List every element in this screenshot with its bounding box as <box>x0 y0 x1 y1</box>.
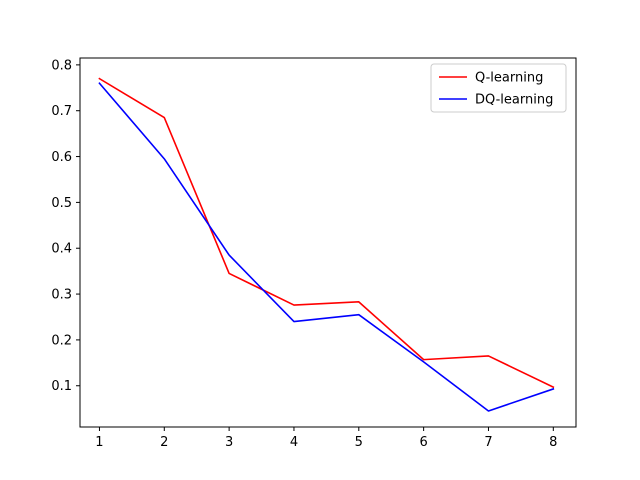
x-tick-label: 8 <box>549 435 557 450</box>
y-tick-label: 0.3 <box>51 288 72 303</box>
series-line-q-learning <box>98 77 555 389</box>
x-tick-label: 1 <box>95 435 103 450</box>
x-tick-label: 2 <box>160 435 168 450</box>
x-tick-label: 3 <box>225 435 233 450</box>
y-axis-ticks: 0.1 0.2 0.3 0.4 0.5 0.6 0.7 0.8 <box>51 58 80 394</box>
legend-box <box>430 63 567 113</box>
legend-label: Q-learning <box>475 71 543 86</box>
y-tick-label: 0.1 <box>51 379 72 394</box>
x-axis-ticks: 1 2 3 4 5 6 7 8 <box>95 427 557 450</box>
legend-label: DQ-learning <box>475 93 553 108</box>
y-tick-label: 0.4 <box>51 242 72 257</box>
plot-area-frame <box>79 57 577 428</box>
series-layer <box>98 77 555 412</box>
y-tick-label: 0.2 <box>51 333 72 348</box>
y-tick-label: 0.8 <box>51 58 72 73</box>
x-tick-label: 6 <box>419 435 427 450</box>
series-line-dq-learning <box>98 82 555 412</box>
legend: Q-learning DQ-learning <box>430 63 567 113</box>
x-tick-label: 4 <box>290 435 298 450</box>
x-tick-label: 5 <box>355 435 363 450</box>
x-tick-label: 7 <box>484 435 492 450</box>
y-tick-label: 0.7 <box>51 104 72 119</box>
y-tick-label: 0.6 <box>51 150 72 165</box>
y-tick-label: 0.5 <box>51 196 72 211</box>
